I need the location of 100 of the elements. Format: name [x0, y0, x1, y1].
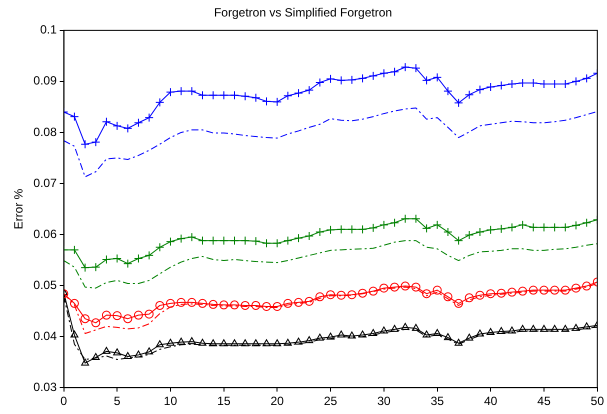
point — [251, 236, 260, 246]
point — [422, 76, 432, 85]
point — [486, 225, 496, 234]
point — [230, 236, 239, 246]
point — [582, 74, 592, 83]
point — [486, 82, 496, 92]
point — [144, 113, 154, 122]
point — [144, 310, 154, 319]
point — [315, 78, 324, 87]
y-tick-label: 0.06 — [33, 226, 58, 241]
y-tick-label: 0.08 — [33, 124, 58, 139]
point — [326, 332, 335, 340]
point — [240, 300, 250, 310]
point — [166, 237, 175, 246]
point — [444, 333, 452, 340]
point — [401, 322, 410, 330]
point — [155, 300, 164, 310]
point — [571, 220, 580, 230]
point — [123, 124, 132, 133]
point — [464, 90, 474, 100]
point — [454, 298, 464, 308]
point — [187, 232, 196, 242]
point — [155, 242, 164, 252]
point — [102, 310, 111, 320]
point — [507, 288, 516, 297]
point — [102, 117, 111, 126]
point — [358, 74, 368, 83]
point — [156, 340, 164, 348]
point — [304, 296, 314, 306]
point — [518, 324, 527, 332]
point — [486, 328, 495, 335]
point — [390, 67, 400, 76]
point — [166, 338, 174, 346]
point — [304, 86, 314, 95]
point — [571, 284, 580, 293]
point — [70, 245, 79, 254]
point — [166, 298, 175, 308]
point — [272, 302, 282, 311]
point — [123, 314, 132, 324]
point — [528, 286, 538, 295]
point — [572, 324, 580, 331]
point — [166, 88, 175, 97]
point — [262, 238, 272, 248]
point — [400, 62, 410, 72]
point — [294, 234, 304, 243]
point — [475, 227, 484, 236]
point — [380, 326, 388, 334]
point — [102, 346, 110, 354]
point — [560, 222, 570, 232]
point — [305, 336, 314, 344]
point — [486, 289, 496, 298]
point — [528, 222, 538, 232]
point — [400, 214, 410, 224]
point — [283, 236, 292, 246]
point — [219, 236, 228, 246]
point — [337, 330, 346, 338]
point — [550, 324, 559, 332]
point — [560, 286, 570, 295]
point — [70, 330, 78, 338]
point — [422, 330, 431, 338]
point — [176, 298, 186, 307]
point — [198, 338, 206, 346]
point — [112, 311, 122, 320]
point — [326, 290, 336, 300]
point — [368, 71, 378, 80]
point — [251, 300, 260, 310]
point — [582, 282, 592, 291]
point — [176, 86, 186, 96]
x-tick-label: 30 — [377, 394, 391, 408]
point — [582, 322, 591, 330]
point — [262, 96, 272, 106]
point — [454, 98, 464, 108]
point — [241, 339, 250, 346]
point — [112, 254, 122, 263]
point — [91, 318, 100, 328]
point — [251, 93, 260, 102]
point — [412, 324, 420, 331]
point — [508, 326, 516, 334]
point — [208, 236, 218, 246]
point — [518, 220, 528, 230]
x-tick-label: 15 — [217, 394, 231, 408]
point — [209, 339, 218, 346]
point — [379, 220, 388, 230]
x-tick-label: 5 — [114, 394, 121, 408]
x-tick-label: 40 — [484, 394, 498, 408]
point — [177, 338, 186, 345]
point — [102, 255, 111, 264]
point — [390, 282, 400, 292]
x-tick-label: 20 — [270, 394, 284, 408]
point — [539, 222, 548, 232]
point — [208, 300, 218, 309]
point — [198, 236, 207, 246]
point — [540, 324, 548, 332]
point — [80, 263, 90, 272]
point — [294, 338, 302, 345]
point — [507, 79, 516, 88]
point — [91, 262, 100, 272]
point — [529, 324, 538, 332]
y-tick-label: 0.03 — [33, 380, 58, 394]
point — [134, 118, 143, 128]
